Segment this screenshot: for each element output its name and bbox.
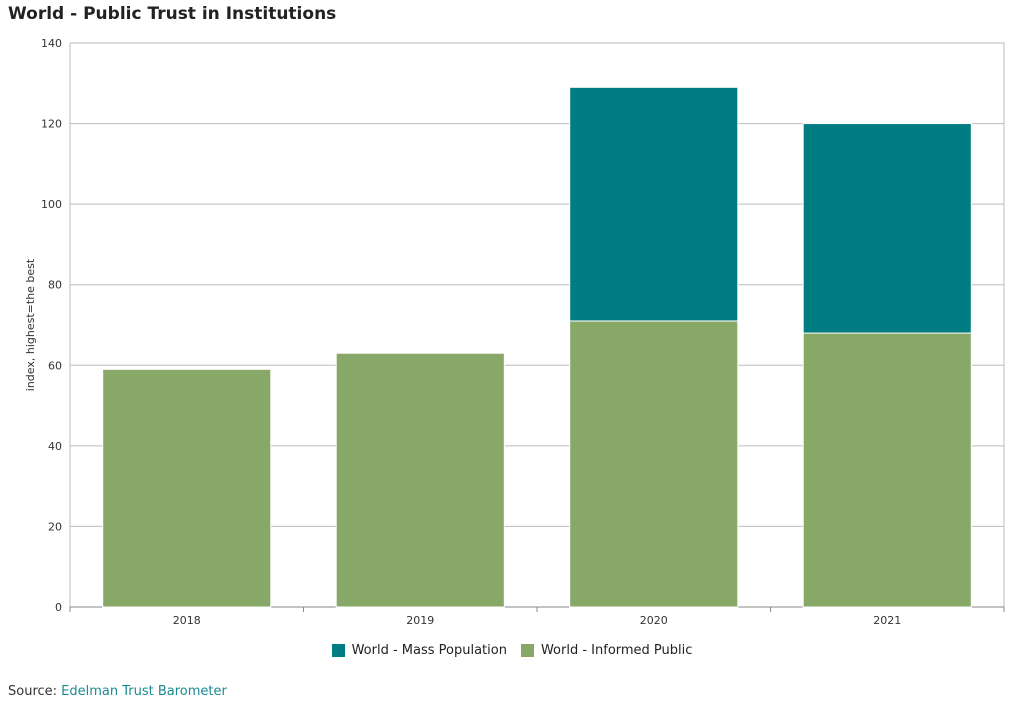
legend-item[interactable]: World - Informed Public [520,643,693,658]
x-tick-label: 2019 [406,614,434,627]
y-tick-label: 140 [41,37,62,50]
y-tick-label: 20 [48,520,62,533]
legend-item[interactable]: World - Mass Population [331,643,507,658]
bar-segment [569,86,739,322]
y-tick-label: 120 [41,118,62,131]
x-tick-label: 2020 [640,614,668,627]
bar-segment [335,352,505,608]
bar-segment [802,123,972,334]
legend-swatch [331,644,345,657]
y-tick-label: 100 [41,198,62,211]
chart-title: World - Public Trust in Institutions [8,4,337,24]
source-link[interactable]: Edelman Trust Barometer [61,684,227,699]
legend: World - Mass Population World - Informed … [0,643,1024,658]
source-prefix: Source: [8,684,62,699]
source-line: Source: Edelman Trust Barometer [8,684,227,699]
y-tick-label: 0 [55,601,62,614]
chart-area: 0 20 40 60 80 100 120 140 index, highest=the bes… [24,37,1005,627]
x-tick-label: 2018 [173,614,201,627]
y-tick-label: 80 [48,279,62,292]
x-tick-label: 2021 [873,614,901,627]
y-tick-label: 40 [48,440,62,453]
y-axis-label: index, highest=the best [24,258,37,391]
bar-segment [102,368,272,608]
legend-swatch [520,644,534,657]
bar-segment [569,320,739,608]
legend-label: World - Informed Public [540,643,693,658]
legend-label: World - Mass Population [351,643,507,658]
y-tick-label: 60 [48,359,62,372]
bar-segment [802,332,972,608]
